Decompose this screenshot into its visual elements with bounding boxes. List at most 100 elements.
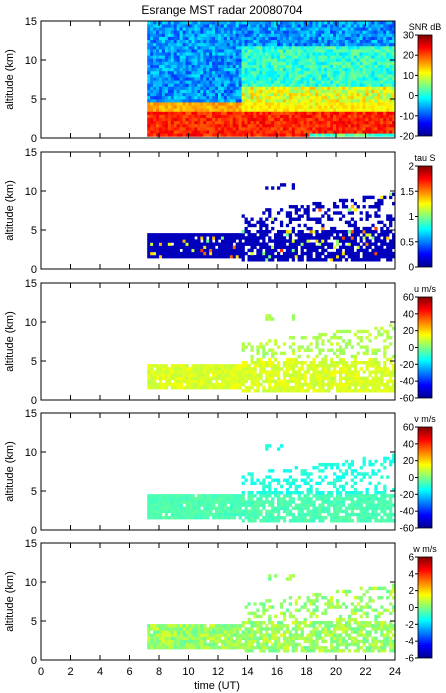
heatmap-cell xyxy=(383,361,387,365)
heatmap-cell xyxy=(338,348,343,352)
heatmap-cell xyxy=(306,108,310,112)
heatmap-cell xyxy=(194,251,198,256)
heatmap-cell xyxy=(203,80,207,84)
heatmap-cell xyxy=(327,70,331,75)
heatmap-cell xyxy=(170,83,175,87)
heatmap-cell xyxy=(392,217,396,221)
heatmap-cell xyxy=(341,357,346,362)
heatmap-cell xyxy=(300,245,304,250)
heatmap-cell xyxy=(315,133,319,137)
heatmap-cell xyxy=(344,45,349,50)
heatmap-cell xyxy=(159,33,163,37)
heatmap-cell xyxy=(321,111,325,115)
heatmap-cell xyxy=(315,251,319,256)
heatmap-cell xyxy=(386,226,390,231)
heatmap-cell xyxy=(309,242,313,246)
heatmap-cell xyxy=(279,95,284,100)
heatmap-cell xyxy=(312,361,316,365)
heatmap-cell xyxy=(229,80,234,84)
heatmap-cell xyxy=(377,361,381,365)
heatmap-cell xyxy=(318,24,322,28)
heatmap-cell xyxy=(333,127,337,131)
heatmap-cell xyxy=(371,364,375,368)
heatmap-cell xyxy=(383,74,387,78)
heatmap-cell xyxy=(238,108,242,112)
heatmap-cell xyxy=(218,64,222,69)
heatmap-cell xyxy=(303,52,307,56)
heatmap-cell xyxy=(341,382,346,387)
heatmap-cell xyxy=(318,389,322,393)
heatmap-cell xyxy=(176,77,180,81)
heatmap-cell xyxy=(265,64,269,69)
heatmap-cell xyxy=(291,373,295,377)
heatmap-cell xyxy=(259,233,263,237)
heatmap-cell xyxy=(362,55,366,59)
heatmap-cell xyxy=(300,24,304,28)
heatmap-cell xyxy=(282,254,287,259)
heatmap-cell xyxy=(241,74,245,78)
heatmap-cell xyxy=(218,74,222,78)
heatmap-cell xyxy=(389,245,393,250)
heatmap-cell xyxy=(262,361,266,365)
heatmap-cell xyxy=(256,376,260,381)
heatmap-cell xyxy=(173,95,177,100)
heatmap-cell xyxy=(159,515,163,520)
heatmap-cell xyxy=(176,95,180,100)
heatmap-cell xyxy=(200,77,204,81)
heatmap-cell xyxy=(215,74,219,78)
heatmap-cell xyxy=(297,99,301,103)
heatmap-cell xyxy=(347,379,352,384)
heatmap-cell xyxy=(315,336,319,340)
heatmap-cell xyxy=(256,24,260,28)
heatmap-cell xyxy=(380,95,384,100)
heatmap-cell xyxy=(265,248,269,253)
heatmap-cell xyxy=(159,239,163,243)
heatmap-cell xyxy=(150,117,154,122)
heatmap-cell xyxy=(383,45,387,50)
heatmap-cell xyxy=(362,133,366,137)
heatmap-cell xyxy=(294,83,298,87)
heatmap-cell xyxy=(176,33,180,37)
heatmap-cell xyxy=(347,105,352,109)
heatmap-cell xyxy=(288,117,293,122)
heatmap-cell xyxy=(164,133,169,137)
heatmap-cell xyxy=(185,370,189,374)
heatmap-cell xyxy=(259,220,263,225)
heatmap-cell xyxy=(247,58,251,62)
heatmap-cell xyxy=(229,127,234,131)
heatmap-cell xyxy=(274,21,278,25)
heatmap-cell xyxy=(356,92,360,97)
heatmap-cell xyxy=(297,389,301,393)
heatmap-cell xyxy=(247,67,251,72)
heatmap-cell xyxy=(288,239,293,243)
heatmap-cell xyxy=(333,105,337,109)
heatmap-cell xyxy=(170,74,175,78)
heatmap-cell xyxy=(197,83,201,87)
heatmap-cell xyxy=(282,364,287,368)
heatmap-cell xyxy=(226,86,231,90)
heatmap-cell xyxy=(368,120,372,125)
y-tick-label: 15 xyxy=(25,278,37,290)
heatmap-cell xyxy=(368,332,372,337)
heatmap-cell xyxy=(303,83,307,87)
heatmap-cell xyxy=(306,33,310,37)
heatmap-cell xyxy=(377,348,381,352)
heatmap-cell xyxy=(294,45,298,50)
heatmap-cell xyxy=(265,74,269,78)
heatmap-cell xyxy=(164,242,169,246)
heatmap-cell xyxy=(389,361,393,365)
heatmap-cell xyxy=(294,67,298,72)
heatmap-cell xyxy=(277,211,281,215)
heatmap-cell xyxy=(259,80,263,84)
heatmap-cell xyxy=(392,102,396,106)
heatmap-cell xyxy=(380,105,384,109)
heatmap-cell xyxy=(220,52,225,56)
heatmap-cell xyxy=(218,370,222,374)
heatmap-cell xyxy=(303,208,307,212)
heatmap-cell xyxy=(374,86,378,90)
heatmap-cell xyxy=(380,108,384,112)
heatmap-cell xyxy=(200,236,204,240)
heatmap-cell xyxy=(321,67,325,72)
heatmap-cell xyxy=(362,30,366,34)
heatmap-cell xyxy=(232,21,236,25)
